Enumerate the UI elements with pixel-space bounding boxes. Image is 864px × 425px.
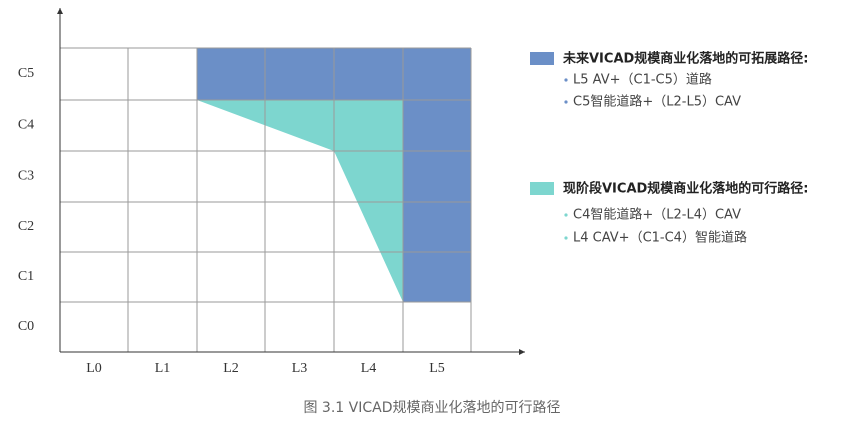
bullet — [564, 100, 568, 104]
x-label: L0 — [86, 361, 102, 376]
bullet — [564, 213, 568, 217]
legend-swatch — [530, 182, 554, 195]
x-label: L5 — [429, 361, 445, 376]
x-label: L1 — [155, 361, 171, 376]
feasible-path-area — [197, 100, 403, 302]
expandable-path-area — [403, 100, 471, 302]
x-label: L3 — [292, 361, 308, 376]
y-label: C2 — [18, 219, 34, 234]
legend-swatch — [530, 52, 554, 65]
legend-item: L5 AV+（C1-C5）道路 — [573, 72, 712, 88]
legend-item: L4 CAV+（C1-C4）智能道路 — [573, 230, 747, 246]
legend-item: C4智能道路+（L2-L4）CAV — [573, 207, 741, 223]
bullet — [564, 236, 568, 240]
legend-title: 未来VICAD规模商业化落地的可拓展路径: — [562, 51, 809, 67]
caption: 图 3.1 VICAD规模商业化落地的可行路径 — [303, 400, 560, 416]
bullet — [564, 78, 568, 82]
grid — [59, 47, 472, 353]
y-label: C4 — [18, 118, 34, 133]
y-label: C5 — [18, 66, 34, 81]
x-label: L2 — [223, 361, 239, 376]
legend-title: 现阶段VICAD规模商业化落地的可行路径: — [563, 181, 809, 197]
y-label: C0 — [18, 319, 34, 334]
y-label: C1 — [18, 269, 34, 284]
legend-item: C5智能道路+（L2-L5）CAV — [573, 94, 741, 110]
x-label: L4 — [361, 361, 377, 376]
y-label: C3 — [18, 169, 34, 184]
